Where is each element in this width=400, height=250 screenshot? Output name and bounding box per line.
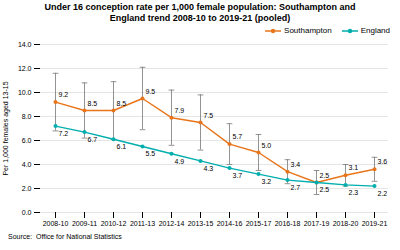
svg-text:2014-16: 2014-16: [217, 220, 243, 227]
svg-text:4.0: 4.0: [22, 161, 32, 168]
svg-text:5.0: 5.0: [262, 142, 272, 149]
svg-text:7.9: 7.9: [175, 107, 185, 114]
svg-text:5.5: 5.5: [146, 150, 156, 157]
svg-text:3.1: 3.1: [349, 164, 359, 171]
svg-text:6.0: 6.0: [22, 137, 32, 144]
svg-text:2012-14: 2012-14: [159, 220, 185, 227]
svg-text:8.5: 8.5: [117, 100, 127, 107]
svg-text:2.5: 2.5: [320, 172, 330, 179]
svg-text:4.3: 4.3: [204, 165, 214, 172]
svg-text:3.4: 3.4: [291, 161, 301, 168]
svg-text:2009-11: 2009-11: [72, 220, 97, 227]
svg-text:2019-21: 2019-21: [362, 220, 388, 227]
svg-text:2011-13: 2011-13: [130, 220, 155, 227]
svg-text:2015-17: 2015-17: [246, 220, 272, 227]
html-text:Under 16 conception rate per 1: Under 16 conception rate per 1,000 femal…: [44, 2, 356, 12]
svg-text:6.1: 6.1: [117, 143, 127, 150]
svg-text:6.7: 6.7: [88, 136, 98, 143]
svg-text:2017-19: 2017-19: [304, 220, 330, 227]
svg-text:Per 1,000 females aged 13-15: Per 1,000 females aged 13-15: [2, 81, 10, 175]
svg-text:2018-20: 2018-20: [333, 220, 359, 227]
svg-text:2008-10: 2008-10: [43, 220, 69, 227]
html-text:Southampton: Southampton: [284, 26, 332, 35]
svg-text:7.2: 7.2: [59, 130, 69, 137]
svg-text:2.0: 2.0: [22, 185, 32, 192]
html-text:Source: Office for National St: Source: Office for National Statistics: [8, 233, 122, 240]
svg-text:9.5: 9.5: [146, 88, 156, 95]
svg-text:2.3: 2.3: [349, 189, 359, 196]
svg-text:2013-15: 2013-15: [188, 220, 214, 227]
svg-text:2016-18: 2016-18: [275, 220, 301, 227]
svg-text:0.0: 0.0: [22, 209, 32, 216]
svg-text:14.0: 14.0: [18, 41, 32, 48]
svg-text:7.5: 7.5: [204, 112, 214, 119]
svg-text:3.6: 3.6: [378, 158, 388, 165]
html-text:England trend 2008-10 to 2019-: England trend 2008-10 to 2019-21 (pooled…: [109, 13, 291, 23]
svg-text:9.2: 9.2: [59, 91, 69, 98]
svg-text:8.5: 8.5: [88, 100, 98, 107]
svg-text:5.7: 5.7: [233, 133, 243, 140]
svg-text:2.2: 2.2: [378, 190, 388, 197]
svg-text:3.2: 3.2: [262, 178, 272, 185]
svg-text:12.0: 12.0: [18, 65, 32, 72]
svg-text:4.9: 4.9: [175, 158, 185, 165]
html-text:England: England: [360, 26, 390, 35]
svg-text:3.7: 3.7: [233, 172, 243, 179]
svg-text:2010-12: 2010-12: [101, 220, 127, 227]
svg-text:8.0: 8.0: [22, 113, 32, 120]
svg-text:2.7: 2.7: [291, 184, 301, 191]
svg-text:10.0: 10.0: [18, 89, 32, 96]
svg-text:2.5: 2.5: [320, 186, 330, 193]
